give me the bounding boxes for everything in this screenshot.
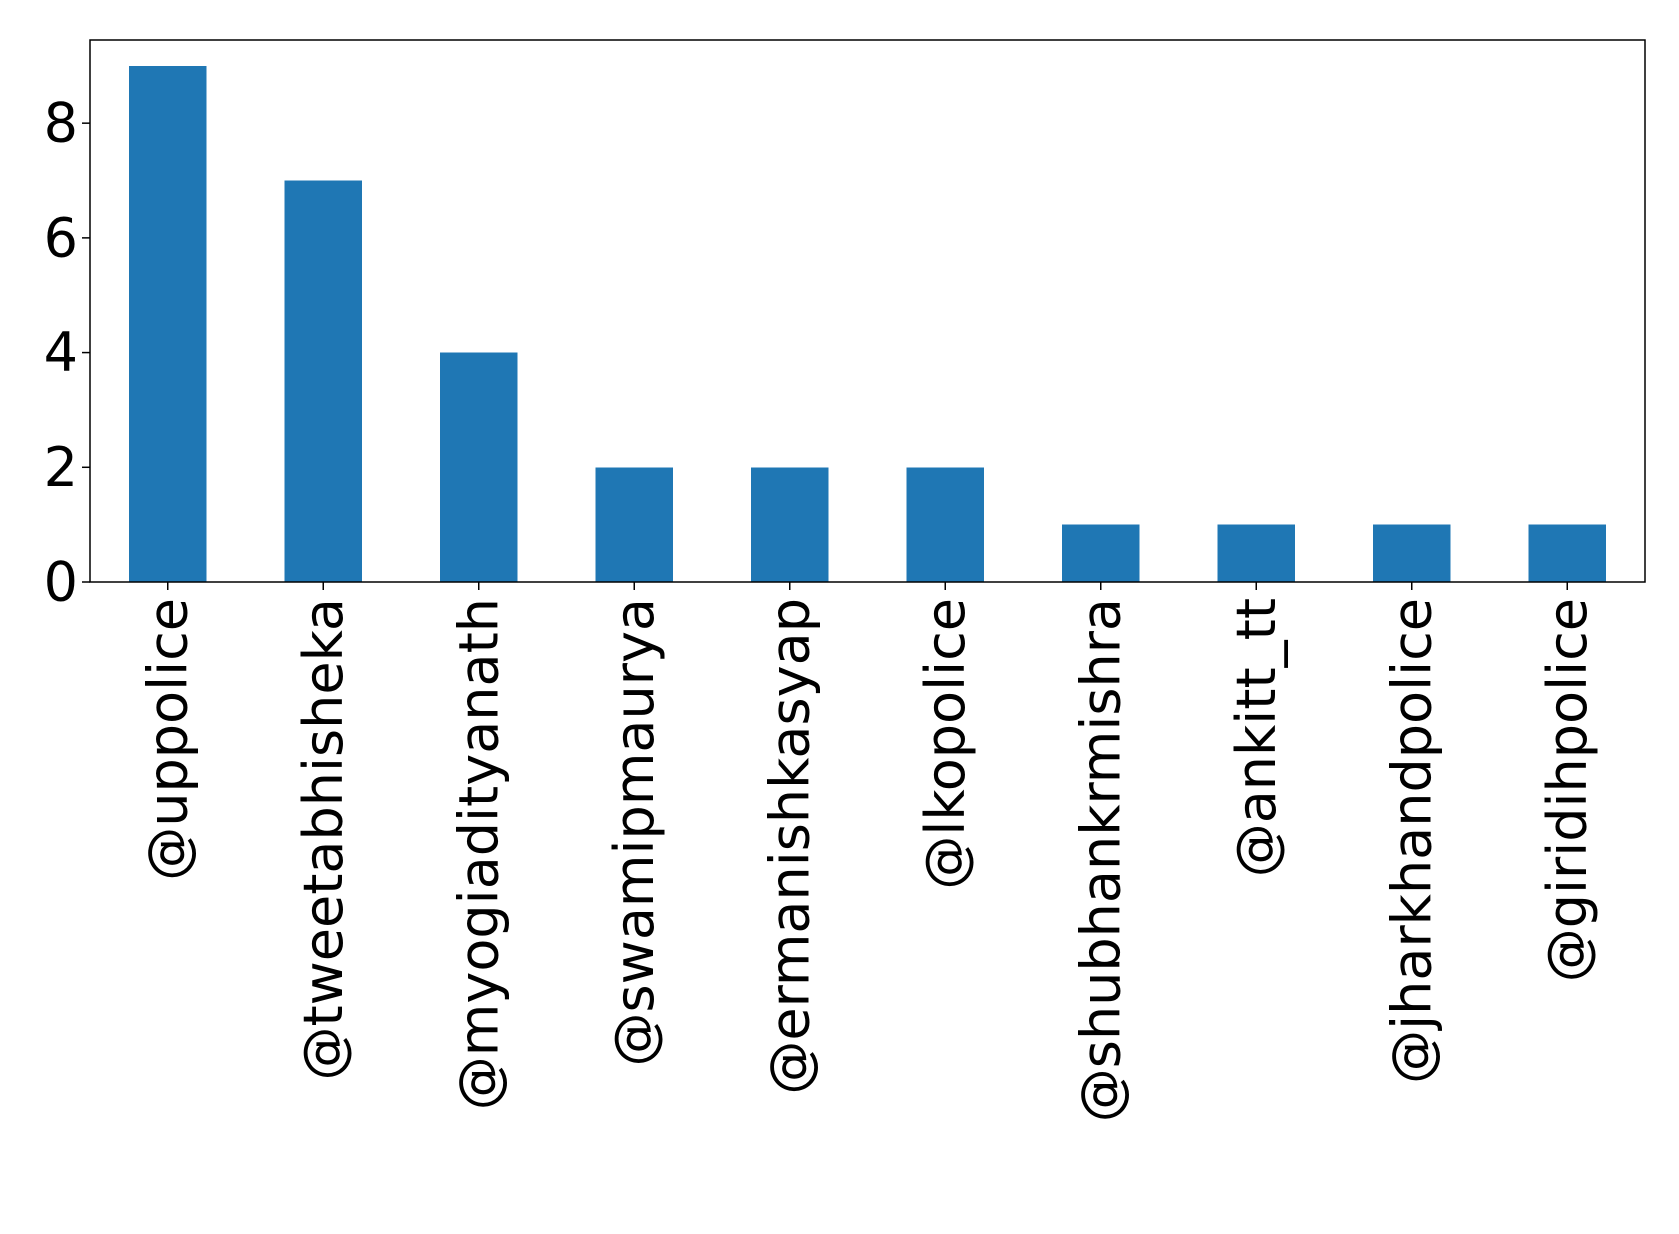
y-tick-label: 8 [44,92,78,155]
x-tick-label: @myogiadityanath [447,598,510,1110]
bar-lkopolice [906,467,985,582]
x-tick-label: @shubhankrmishra [1069,598,1132,1122]
x-tick-label: @ankitt_tt [1225,598,1288,877]
bar-ermanishkasyap [750,467,829,582]
x-tick-label: @swamipmaurya [603,598,666,1066]
plot-frame [89,39,1646,583]
x-tick-label: @jharkhandpolice [1380,598,1443,1084]
x-axis-ticks: @uppolice @tweetabhisheka @myogiadityanath… [136,582,1599,1122]
y-tick-label: 6 [44,206,78,269]
bar-uppolice [128,65,207,583]
y-tick-label: 2 [44,436,78,499]
bar-shubhankrmishra [1061,524,1140,582]
x-tick-label: @ermanishkasyap [758,598,821,1095]
y-axis-ticks: 0 2 4 6 8 [44,92,90,614]
bar-giridihpolice [1528,524,1607,582]
bar-tweetabhisheka [284,180,363,582]
bar-myogiadityanath [439,352,518,582]
y-tick-label: 0 [44,551,78,614]
x-tick-label: @tweetabhisheka [292,598,355,1081]
bar-ankitttt [1217,524,1296,582]
bars-group [128,65,1607,583]
x-tick-label: @uppolice [136,598,199,881]
bar-swamipmaurya [595,467,674,582]
x-tick-label: @lkopolice [914,598,977,890]
x-tick-label: @giridihpolice [1536,598,1599,982]
y-tick-label: 4 [44,321,78,384]
bar-jharkhandpolice [1372,524,1451,582]
